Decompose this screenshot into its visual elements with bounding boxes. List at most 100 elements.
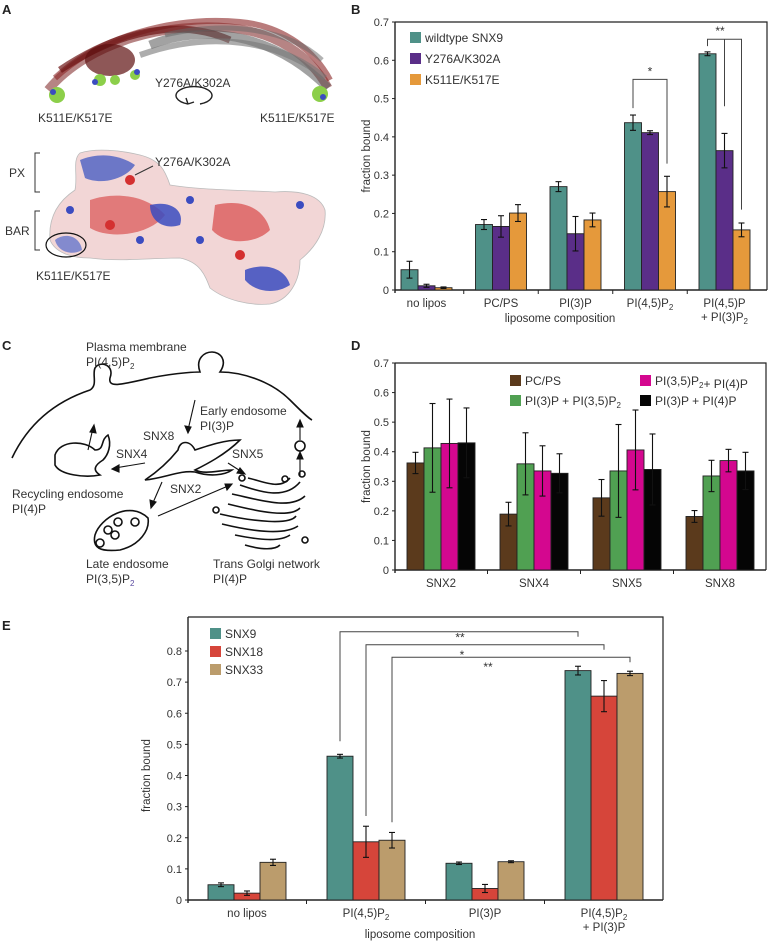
bar xyxy=(445,862,473,901)
y-tick-label: 0.4 xyxy=(374,132,389,144)
significance-label: ** xyxy=(483,660,493,674)
px-bracket xyxy=(34,152,40,193)
legend-swatch xyxy=(410,53,421,64)
significance-bracket xyxy=(365,644,605,816)
y-tick-label: 0.7 xyxy=(374,358,389,370)
vesicle xyxy=(294,440,306,452)
bar xyxy=(378,839,406,901)
panel-c-arrows xyxy=(87,399,304,517)
bar xyxy=(719,460,738,571)
x-tick-label: PC/PS xyxy=(484,298,519,310)
y-tick-label: 0.2 xyxy=(374,208,389,220)
panel-letter-a: A xyxy=(2,2,12,17)
y-axis-label: fraction bound xyxy=(361,120,373,193)
label-y276a-k302a: Y276A/K302A xyxy=(155,76,230,90)
y-tick-label: 0.5 xyxy=(167,739,182,751)
legend-swatch xyxy=(640,375,651,386)
bar-bracket xyxy=(34,210,40,251)
bar xyxy=(732,229,751,291)
label-surface-y276a-k302a: Y276A/K302A xyxy=(155,155,230,169)
rotate-arrow-icon xyxy=(175,85,213,105)
legend-swatch xyxy=(640,395,651,406)
y-tick-label: 0 xyxy=(383,285,389,297)
panel-letter-c: C xyxy=(2,338,12,353)
bar xyxy=(641,132,659,291)
label-snx2: SNX2 xyxy=(170,482,202,496)
significance-label: * xyxy=(460,648,465,662)
bar xyxy=(497,861,525,901)
legend-label: PI(3,5)P2+ PI(4)P xyxy=(655,374,748,391)
legend-swatch xyxy=(210,664,221,675)
recycling-endosome-shape xyxy=(54,433,111,477)
label-snx8: SNX8 xyxy=(143,429,175,443)
x-axis-label: liposome composition xyxy=(365,929,476,941)
legend-swatch xyxy=(410,32,421,43)
x-tick-label: PI(4,5)P xyxy=(703,298,746,310)
plot-frame xyxy=(395,362,767,570)
x-tick-label: SNX8 xyxy=(705,578,735,590)
pointer-line xyxy=(134,165,154,176)
label-recycling-endosome: Recycling endosome xyxy=(12,487,124,501)
x-tick-label: no lipos xyxy=(407,298,447,310)
bar xyxy=(326,755,354,901)
bar xyxy=(406,462,425,571)
y-tick-label: 0.3 xyxy=(374,476,389,488)
bar xyxy=(616,672,644,901)
panel-a-ribbon-structure xyxy=(44,17,333,103)
label-recycling-lipid: PI(4)P xyxy=(12,502,46,516)
x-tick-label: PI(4,5)P2 xyxy=(343,908,390,922)
legend-swatch xyxy=(210,628,221,639)
label-tgn: Trans Golgi network xyxy=(213,557,321,571)
x-tick-label: SNX5 xyxy=(612,578,642,590)
plot-frame xyxy=(395,21,768,290)
legend-swatch xyxy=(510,395,521,406)
bar xyxy=(259,861,287,901)
x-axis-label: liposome composition xyxy=(505,313,616,325)
y-tick-label: 0 xyxy=(176,895,182,907)
legend-swatch xyxy=(210,646,221,657)
y-tick-label: 0.7 xyxy=(167,677,182,689)
label-k511e-k517e-right: K511E/K517E xyxy=(260,111,335,125)
y-tick-label: 0 xyxy=(383,565,389,577)
bar xyxy=(698,53,717,291)
plasma-membrane-shape xyxy=(11,351,313,459)
plot-frame xyxy=(188,616,664,900)
bar xyxy=(715,150,734,291)
y-tick-label: 0.3 xyxy=(167,802,182,814)
significance-bracket xyxy=(632,78,668,164)
panel-letter-e: E xyxy=(2,618,11,633)
late-endosome-shape xyxy=(93,509,149,552)
x-tick-label: PI(3)P xyxy=(469,908,502,920)
legend-label: wildtype SNX9 xyxy=(424,31,503,45)
bar xyxy=(624,122,642,291)
y-tick-label: 0.1 xyxy=(167,864,182,876)
panel-letter-d: D xyxy=(351,338,360,353)
label-plasma-membrane: Plasma membrane xyxy=(86,340,187,354)
x-tick-label: no lipos xyxy=(227,908,267,920)
legend-label: SNX18 xyxy=(225,645,263,659)
label-tgn-lipid: PI(4)P xyxy=(213,572,247,586)
y-tick-label: 0.2 xyxy=(374,506,389,518)
bar xyxy=(583,219,602,291)
y-tick-label: 0.6 xyxy=(374,55,389,67)
y-tick-label: 0.3 xyxy=(374,170,389,182)
label-late-endosome: Late endosome xyxy=(86,557,169,571)
bar xyxy=(685,516,704,571)
x-tick-label: + PI(3)P xyxy=(583,922,626,934)
y-tick-label: 0.2 xyxy=(167,833,182,845)
significance-bracket xyxy=(339,631,579,742)
bar xyxy=(509,212,527,291)
legend-label: PC/PS xyxy=(525,374,561,388)
panel-letter-b: B xyxy=(351,2,360,17)
label-late-lipid: PI(3,5)P2 xyxy=(86,572,135,588)
bar xyxy=(564,670,592,901)
significance-label: ** xyxy=(455,631,465,645)
panel-c-diagram xyxy=(11,351,313,552)
legend-swatch xyxy=(510,375,521,386)
label-snx5: SNX5 xyxy=(232,447,264,461)
x-tick-label: PI(3)P xyxy=(559,298,592,310)
label-surface-k511e-k517e: K511E/K517E xyxy=(36,269,111,283)
y-axis-label: fraction bound xyxy=(141,739,153,812)
y-tick-label: 0.4 xyxy=(167,771,182,783)
